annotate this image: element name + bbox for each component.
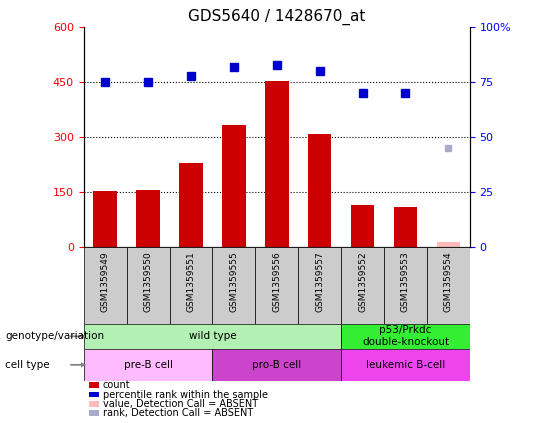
Text: GSM1359553: GSM1359553 bbox=[401, 251, 410, 312]
Bar bbox=[308, 134, 332, 247]
Text: leukemic B-cell: leukemic B-cell bbox=[366, 360, 445, 370]
Bar bbox=[93, 191, 117, 247]
Bar bbox=[84, 247, 126, 324]
Bar bbox=[427, 247, 470, 324]
Bar bbox=[341, 349, 470, 381]
Bar bbox=[222, 125, 246, 247]
Bar bbox=[212, 247, 255, 324]
Text: percentile rank within the sample: percentile rank within the sample bbox=[103, 390, 268, 400]
Text: GSM1359552: GSM1359552 bbox=[358, 251, 367, 312]
Bar bbox=[384, 247, 427, 324]
Text: pro-B cell: pro-B cell bbox=[252, 360, 301, 370]
Bar bbox=[170, 247, 212, 324]
Title: GDS5640 / 1428670_at: GDS5640 / 1428670_at bbox=[188, 8, 366, 25]
Bar bbox=[84, 324, 341, 349]
Bar bbox=[394, 207, 417, 247]
Text: GSM1359557: GSM1359557 bbox=[315, 251, 324, 312]
Text: p53/Prkdc
double-knockout: p53/Prkdc double-knockout bbox=[362, 325, 449, 347]
Bar bbox=[126, 247, 170, 324]
Text: GSM1359555: GSM1359555 bbox=[230, 251, 238, 312]
Text: genotype/variation: genotype/variation bbox=[5, 331, 105, 341]
Bar bbox=[351, 205, 374, 247]
Bar bbox=[255, 247, 298, 324]
Bar bbox=[136, 190, 160, 247]
Bar bbox=[212, 349, 341, 381]
Bar bbox=[84, 349, 212, 381]
Text: rank, Detection Call = ABSENT: rank, Detection Call = ABSENT bbox=[103, 408, 253, 418]
Bar bbox=[341, 324, 470, 349]
Bar bbox=[341, 247, 384, 324]
Bar bbox=[179, 163, 202, 247]
Text: value, Detection Call = ABSENT: value, Detection Call = ABSENT bbox=[103, 399, 258, 409]
Text: GSM1359549: GSM1359549 bbox=[100, 251, 110, 312]
Text: GSM1359550: GSM1359550 bbox=[144, 251, 153, 312]
Text: count: count bbox=[103, 380, 130, 390]
Text: wild type: wild type bbox=[188, 331, 236, 341]
Text: GSM1359551: GSM1359551 bbox=[186, 251, 195, 312]
Text: GSM1359554: GSM1359554 bbox=[444, 251, 453, 312]
Bar bbox=[298, 247, 341, 324]
Bar bbox=[436, 242, 460, 247]
Text: cell type: cell type bbox=[5, 360, 50, 370]
Bar bbox=[265, 81, 288, 247]
Text: pre-B cell: pre-B cell bbox=[124, 360, 173, 370]
Text: GSM1359556: GSM1359556 bbox=[272, 251, 281, 312]
